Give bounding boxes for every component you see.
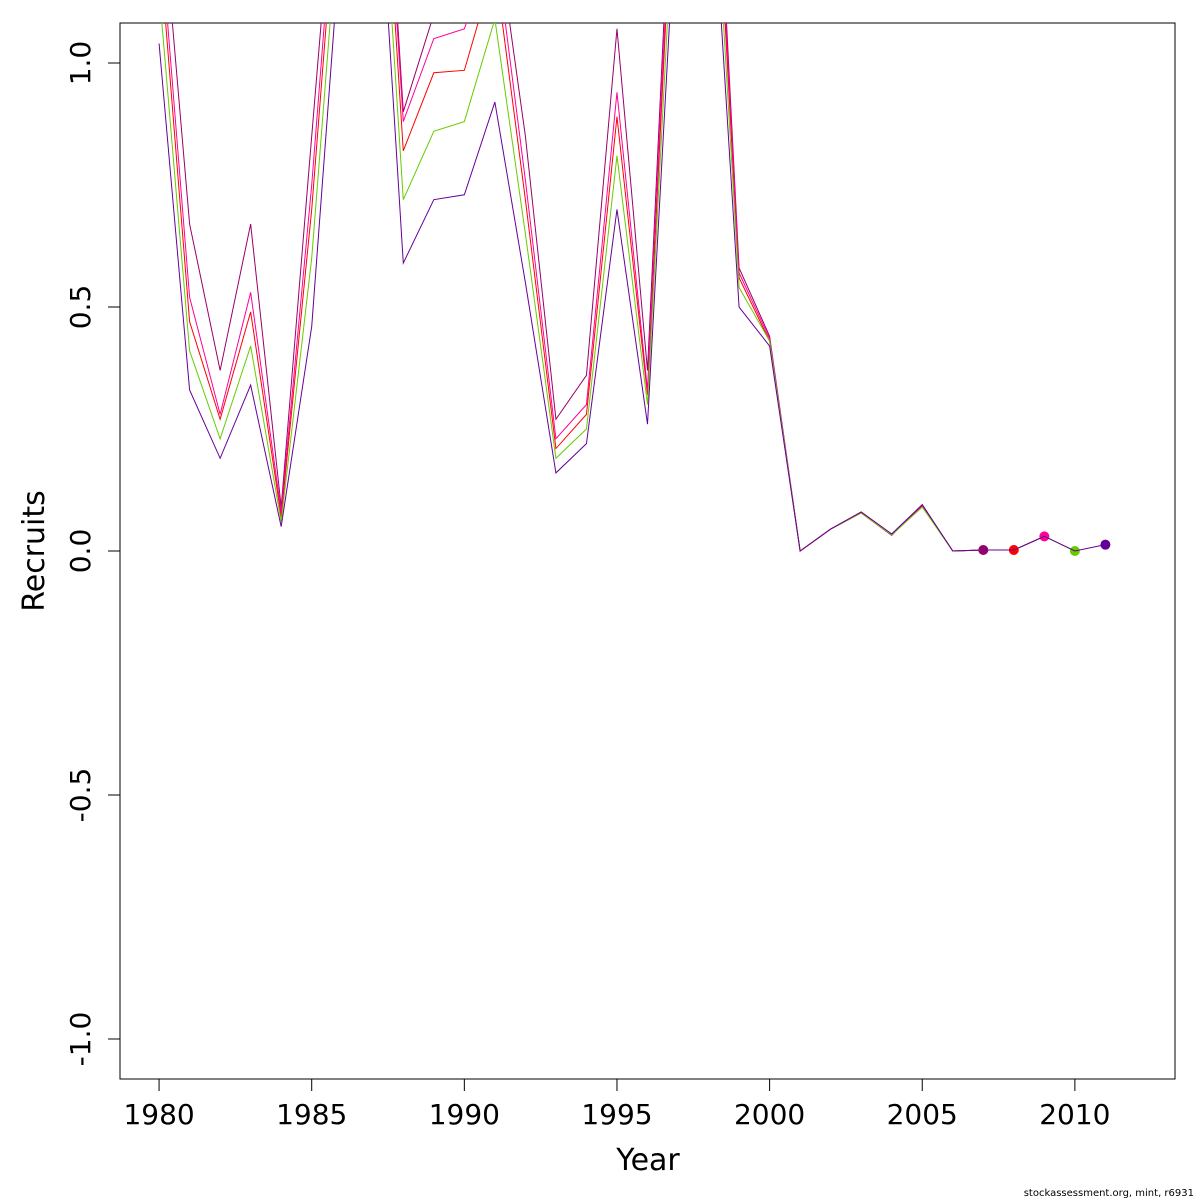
series-line <box>161 23 1076 552</box>
x-tick-label: 1990 <box>429 1098 500 1131</box>
y-tick-label: -1.0 <box>64 1012 97 1067</box>
x-tick-label: 2000 <box>734 1098 805 1131</box>
y-axis-label: Recruits <box>17 490 52 612</box>
x-tick-label: 2005 <box>887 1098 958 1131</box>
footer: stockassessment.org, mint, r6931 <box>1024 1188 1194 1199</box>
series-line <box>158 23 1106 552</box>
y-tick-label: 0.0 <box>64 529 97 574</box>
x-tick-label: 2010 <box>1039 1098 1110 1131</box>
y-tick-label: 1.0 <box>64 41 97 86</box>
x-tick-label: 1985 <box>276 1098 347 1131</box>
terminal-point <box>1100 539 1111 550</box>
series-line <box>171 23 984 552</box>
plot-area <box>158 23 1111 556</box>
series-line <box>167 23 1045 552</box>
x-tick-label: 1995 <box>581 1098 652 1131</box>
y-tick-label: 0.5 <box>64 285 97 330</box>
x-axis-label: Year <box>615 1143 680 1178</box>
x-tick-label: 1980 <box>123 1098 194 1131</box>
y-tick-label: -0.5 <box>64 768 97 823</box>
